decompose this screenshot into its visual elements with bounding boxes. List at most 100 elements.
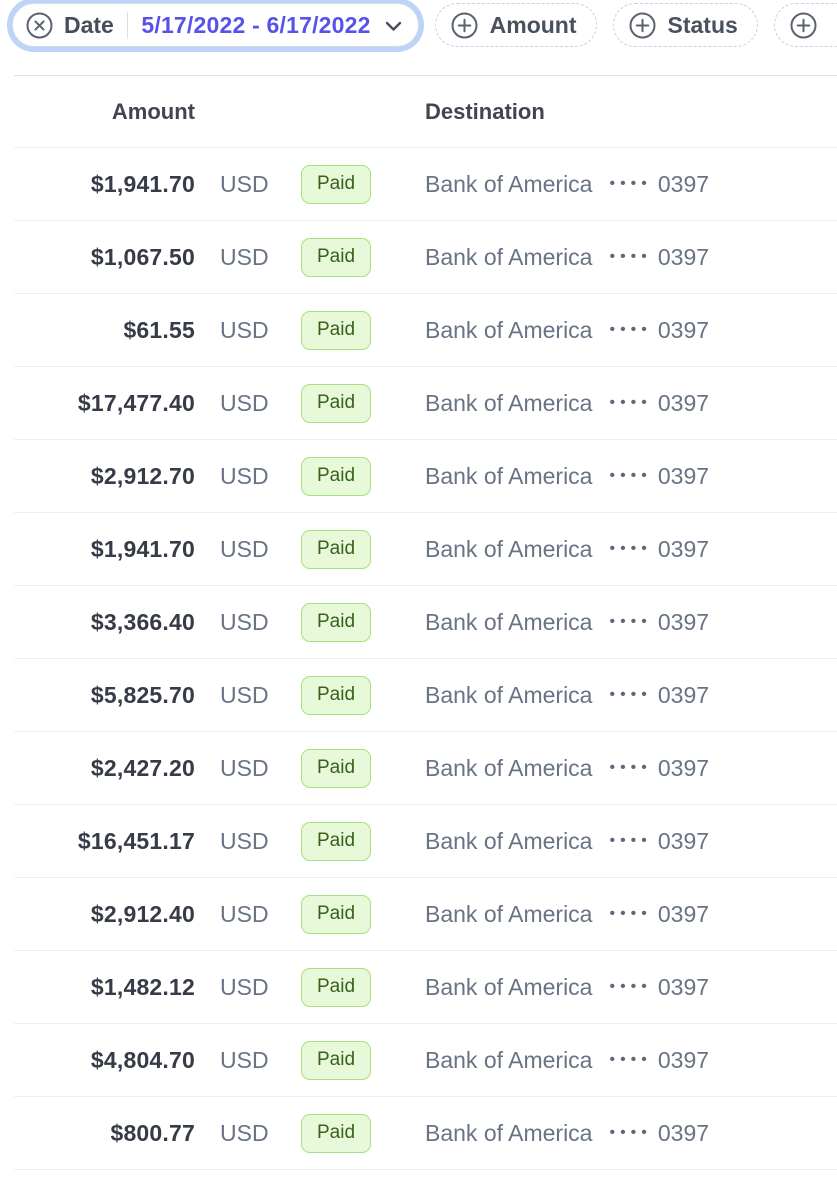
- bank-name: Bank of America: [425, 1046, 593, 1073]
- account-mask-dots-icon: ••••: [609, 321, 652, 338]
- status-cell: Paid: [301, 164, 425, 204]
- amount-value: $1,482.12: [90, 973, 195, 1000]
- currency-cell: USD: [195, 974, 301, 1001]
- account-mask-dots-icon: ••••: [609, 540, 652, 557]
- account-last4: 0397: [657, 170, 710, 197]
- destination-cell: Bank of America •••• 0397: [425, 317, 837, 344]
- amount-cell: $2,912.40: [14, 901, 195, 928]
- amount-value: $1,941.70: [90, 170, 195, 197]
- remove-filter-icon[interactable]: [26, 12, 53, 39]
- destination-cell: Bank of America •••• 0397: [425, 536, 837, 563]
- table-row[interactable]: $61.55 USD Paid Bank of America •••• 039…: [14, 294, 837, 367]
- currency-label: USD: [220, 681, 269, 708]
- currency-cell: USD: [195, 682, 301, 709]
- status-cell: Paid: [301, 821, 425, 861]
- destination-cell: Bank of America •••• 0397: [425, 244, 837, 271]
- currency-label: USD: [220, 170, 269, 197]
- status-badge: Paid: [301, 1040, 372, 1080]
- add-filter-pill-partial[interactable]: [773, 3, 837, 47]
- table-row[interactable]: $1,482.12 USD Paid Bank of America •••• …: [14, 951, 837, 1024]
- status-cell: Paid: [301, 967, 425, 1007]
- account-mask-dots-icon: ••••: [609, 905, 652, 922]
- date-filter-value[interactable]: 5/17/2022 - 6/17/2022: [141, 11, 371, 38]
- amount-value: $4,804.70: [90, 1046, 195, 1073]
- destination-cell: Bank of America •••• 0397: [425, 755, 837, 782]
- destination-cell: Bank of America •••• 0397: [425, 390, 837, 417]
- table-row[interactable]: $2,427.20 USD Paid Bank of America •••• …: [14, 732, 837, 805]
- status-badge: Paid: [301, 1113, 372, 1153]
- add-status-filter-label: Status: [667, 11, 738, 38]
- status-cell: Paid: [301, 383, 425, 423]
- table-row[interactable]: $3,366.40 USD Paid Bank of America •••• …: [14, 586, 837, 659]
- account-mask-dots-icon: ••••: [609, 394, 652, 411]
- amount-cell: $61.55: [14, 317, 195, 344]
- currency-cell: USD: [195, 1120, 301, 1147]
- currency-label: USD: [220, 1046, 269, 1073]
- table-body: $1,941.70 USD Paid Bank of America •••• …: [14, 148, 837, 1170]
- status-cell: Paid: [301, 237, 425, 277]
- table-row[interactable]: $4,804.70 USD Paid Bank of America •••• …: [14, 1024, 837, 1097]
- currency-cell: USD: [195, 536, 301, 563]
- currency-label: USD: [220, 389, 269, 416]
- table-row[interactable]: $2,912.70 USD Paid Bank of America •••• …: [14, 440, 837, 513]
- add-status-filter-pill[interactable]: Status: [612, 3, 758, 47]
- amount-value: $2,427.20: [90, 754, 195, 781]
- amount-cell: $17,477.40: [14, 390, 195, 417]
- account-mask-dots-icon: ••••: [609, 686, 652, 703]
- account-last4: 0397: [657, 462, 710, 489]
- table-row[interactable]: $2,912.40 USD Paid Bank of America •••• …: [14, 878, 837, 951]
- add-amount-filter-label: Amount: [489, 11, 577, 38]
- account-last4: 0397: [657, 316, 710, 343]
- table-row[interactable]: $1,941.70 USD Paid Bank of America •••• …: [14, 513, 837, 586]
- currency-cell: USD: [195, 609, 301, 636]
- bank-name: Bank of America: [425, 754, 593, 781]
- destination-cell: Bank of America •••• 0397: [425, 171, 837, 198]
- add-amount-filter-pill[interactable]: Amount: [434, 3, 597, 47]
- account-mask-dots-icon: ••••: [609, 832, 652, 849]
- status-cell: Paid: [301, 894, 425, 934]
- currency-cell: USD: [195, 1047, 301, 1074]
- account-last4: 0397: [657, 389, 710, 416]
- table-row[interactable]: $16,451.17 USD Paid Bank of America ••••…: [14, 805, 837, 878]
- bank-name: Bank of America: [425, 608, 593, 635]
- account-last4: 0397: [657, 900, 710, 927]
- currency-label: USD: [220, 608, 269, 635]
- account-last4: 0397: [657, 1119, 710, 1146]
- date-filter-label: Date: [64, 11, 114, 38]
- account-last4: 0397: [657, 1046, 710, 1073]
- date-filter-pill[interactable]: Date 5/17/2022 - 6/17/2022: [12, 3, 419, 47]
- table-row[interactable]: $17,477.40 USD Paid Bank of America ••••…: [14, 367, 837, 440]
- amount-cell: $1,941.70: [14, 171, 195, 198]
- currency-cell: USD: [195, 390, 301, 417]
- bank-name: Bank of America: [425, 973, 593, 1000]
- account-mask-dots-icon: ••••: [609, 759, 652, 776]
- amount-cell: $5,825.70: [14, 682, 195, 709]
- destination-cell: Bank of America •••• 0397: [425, 463, 837, 490]
- table-row[interactable]: $1,941.70 USD Paid Bank of America •••• …: [14, 148, 837, 221]
- table-row[interactable]: $1,067.50 USD Paid Bank of America •••• …: [14, 221, 837, 294]
- account-last4: 0397: [657, 827, 710, 854]
- currency-cell: USD: [195, 901, 301, 928]
- account-last4: 0397: [657, 608, 710, 635]
- table-row[interactable]: $5,825.70 USD Paid Bank of America •••• …: [14, 659, 837, 732]
- status-badge: Paid: [301, 967, 372, 1007]
- status-cell: Paid: [301, 456, 425, 496]
- chevron-down-icon: [385, 21, 402, 32]
- amount-cell: $800.77: [14, 1120, 195, 1147]
- amount-value: $2,912.40: [90, 900, 195, 927]
- bank-name: Bank of America: [425, 535, 593, 562]
- table-row[interactable]: $800.77 USD Paid Bank of America •••• 03…: [14, 1097, 837, 1170]
- currency-label: USD: [220, 827, 269, 854]
- bank-name: Bank of America: [425, 681, 593, 708]
- amount-value: $16,451.17: [77, 827, 195, 854]
- amount-value: $2,912.70: [90, 462, 195, 489]
- currency-label: USD: [220, 316, 269, 343]
- column-header-destination: Destination: [425, 98, 545, 124]
- destination-cell: Bank of America •••• 0397: [425, 1047, 837, 1074]
- currency-label: USD: [220, 535, 269, 562]
- status-badge: Paid: [301, 675, 372, 715]
- bank-name: Bank of America: [425, 316, 593, 343]
- amount-cell: $4,804.70: [14, 1047, 195, 1074]
- table-header-row: Amount Destination: [14, 76, 837, 148]
